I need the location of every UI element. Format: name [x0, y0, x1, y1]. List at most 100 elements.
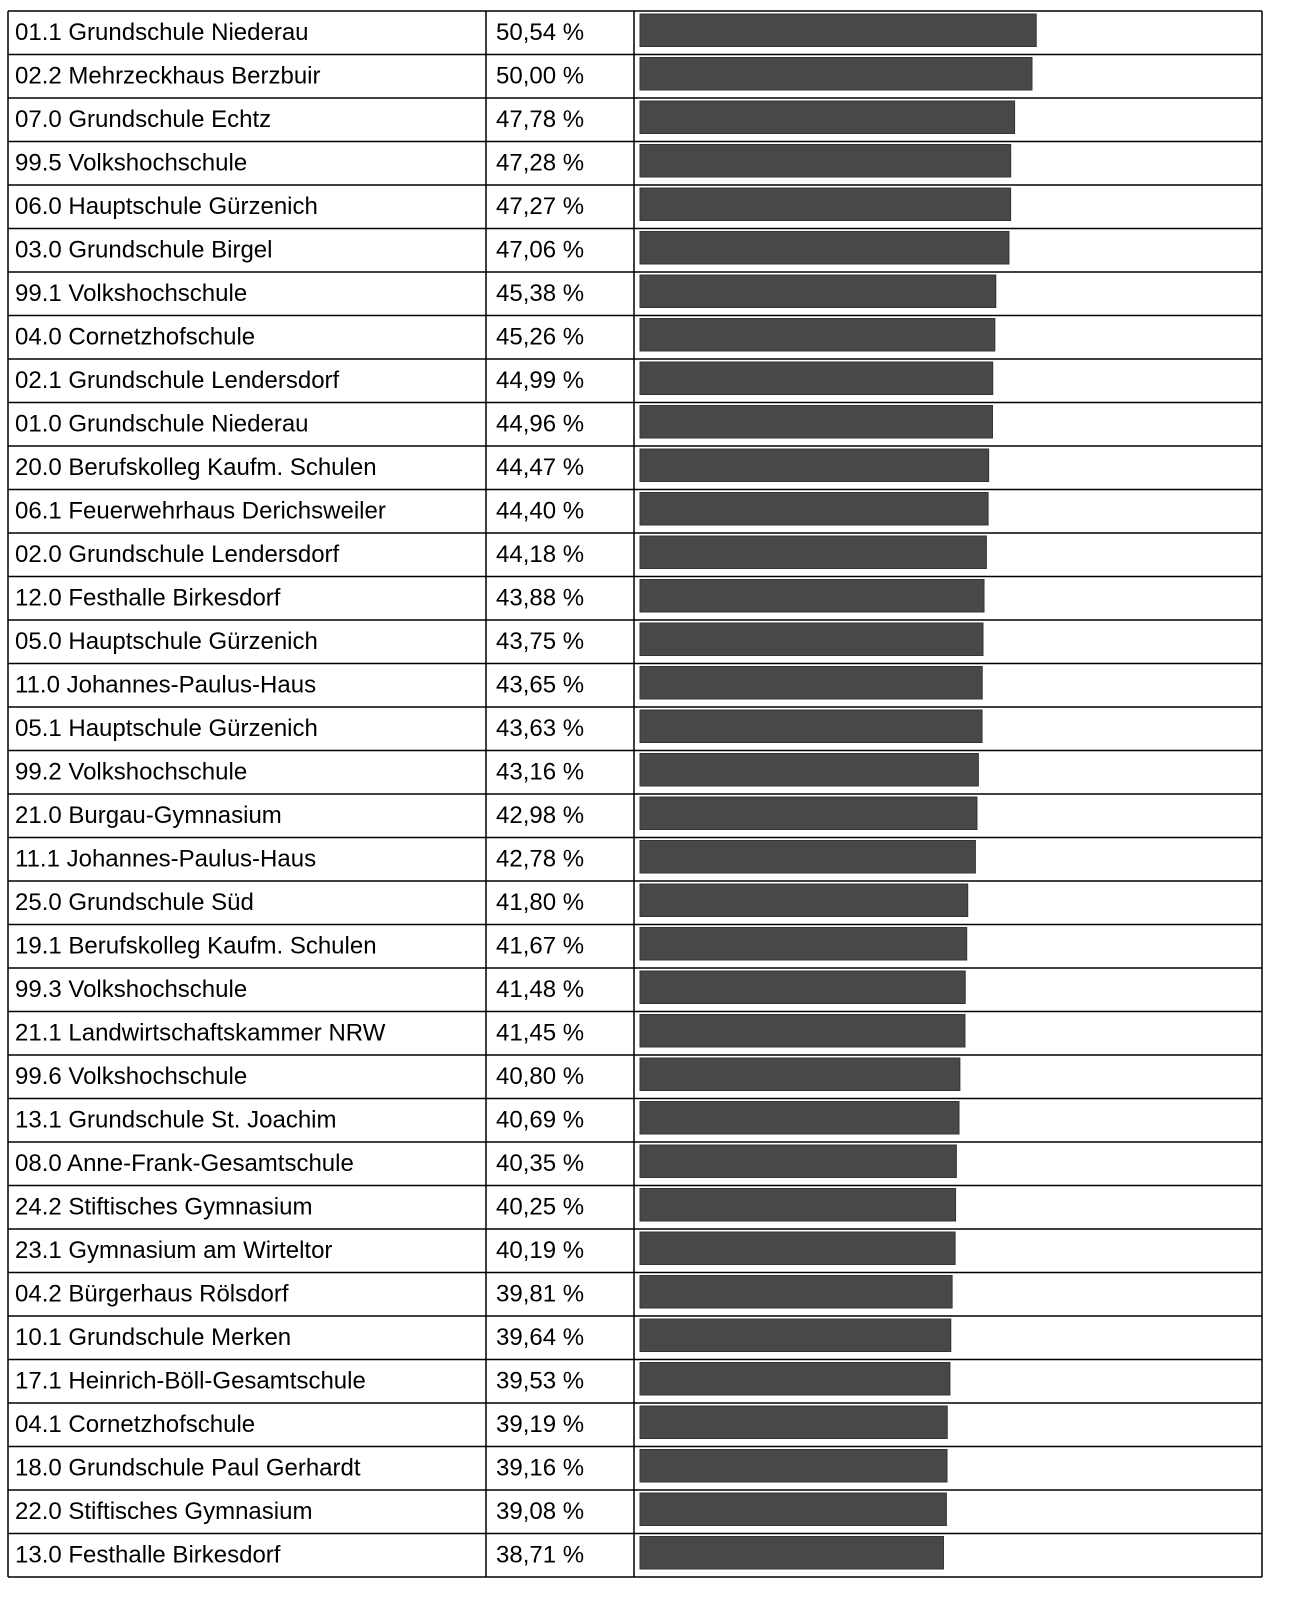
- row-label: 02.2 Mehrzeckhaus Berzbuir: [15, 63, 320, 90]
- row-label: 99.2 Volkshochschule: [15, 759, 247, 786]
- value-label: 39,53 %: [496, 1368, 584, 1395]
- row-label: 18.0 Grundschule Paul Gerhardt: [15, 1455, 361, 1482]
- row-label: 13.0 Festhalle Birkesdorf: [15, 1542, 281, 1569]
- row-label: 07.0 Grundschule Echtz: [15, 106, 271, 133]
- row-label: 19.1 Berufskolleg Kaufm. Schulen: [15, 933, 377, 960]
- row-label: 17.1 Heinrich-Böll-Gesamtschule: [15, 1368, 366, 1395]
- value-label: 44,96 %: [496, 411, 584, 438]
- value-label: 43,75 %: [496, 628, 584, 655]
- bar: [639, 1536, 944, 1570]
- value-label: 39,16 %: [496, 1455, 584, 1482]
- value-label: 41,48 %: [496, 976, 584, 1003]
- value-label: 47,78 %: [496, 106, 584, 133]
- value-label: 44,47 %: [496, 454, 584, 481]
- bar: [639, 187, 1012, 221]
- row-label: 13.1 Grundschule St. Joachim: [15, 1107, 337, 1134]
- bar: [639, 361, 994, 395]
- row-label: 25.0 Grundschule Süd: [15, 889, 254, 916]
- value-label: 42,78 %: [496, 846, 584, 873]
- row-label: 04.1 Cornetzhofschule: [15, 1411, 255, 1438]
- bar: [639, 448, 990, 482]
- value-label: 44,40 %: [496, 498, 584, 525]
- bar: [639, 231, 1010, 265]
- value-label: 39,08 %: [496, 1498, 584, 1525]
- value-label: 43,63 %: [496, 715, 584, 742]
- value-label: 50,54 %: [496, 19, 584, 46]
- bar: [639, 13, 1037, 47]
- value-label: 39,19 %: [496, 1411, 584, 1438]
- row-label: 01.0 Grundschule Niederau: [15, 411, 309, 438]
- row-label: 03.0 Grundschule Birgel: [15, 237, 272, 264]
- bar: [639, 492, 989, 526]
- row-label: 01.1 Grundschule Niederau: [15, 19, 309, 46]
- row-label: 21.0 Burgau-Gymnasium: [15, 802, 282, 829]
- value-label: 50,00 %: [496, 63, 584, 90]
- row-label: 02.1 Grundschule Lendersdorf: [15, 367, 340, 394]
- row-label: 11.1 Johannes-Paulus-Haus: [15, 846, 316, 873]
- row-label: 22.0 Stiftisches Gymnasium: [15, 1498, 312, 1525]
- row-label: 10.1 Grundschule Merken: [15, 1324, 291, 1351]
- value-label: 40,35 %: [496, 1150, 584, 1177]
- value-label: 41,45 %: [496, 1020, 584, 1047]
- bar: [639, 1275, 953, 1309]
- bar: [639, 883, 969, 917]
- bar: [639, 840, 976, 874]
- value-label: 47,27 %: [496, 193, 584, 220]
- bar: [639, 405, 993, 439]
- bar: [639, 535, 987, 569]
- value-label: 40,19 %: [496, 1237, 584, 1264]
- bar: [639, 1231, 956, 1265]
- bar: [639, 274, 997, 308]
- row-label: 24.2 Stiftisches Gymnasium: [15, 1194, 312, 1221]
- bar: [639, 753, 979, 787]
- value-label: 41,67 %: [496, 933, 584, 960]
- bar: [639, 970, 966, 1004]
- bar: [639, 1144, 957, 1178]
- row-label: 04.2 Bürgerhaus Rölsdorf: [15, 1281, 289, 1308]
- value-label: 43,65 %: [496, 672, 584, 699]
- value-label: 40,69 %: [496, 1107, 584, 1134]
- bar: [639, 622, 984, 656]
- value-label: 44,99 %: [496, 367, 584, 394]
- row-label: 99.1 Volkshochschule: [15, 280, 247, 307]
- value-label: 43,88 %: [496, 585, 584, 612]
- bar: [639, 1057, 961, 1091]
- bar: [639, 1362, 951, 1396]
- bar: [639, 666, 983, 700]
- bar: [639, 1318, 952, 1352]
- bar: [639, 709, 983, 743]
- bar: [639, 100, 1016, 134]
- bar: [639, 1101, 960, 1135]
- row-label: 99.5 Volkshochschule: [15, 150, 247, 177]
- bar: [639, 1405, 948, 1439]
- bar: [639, 1014, 966, 1048]
- row-label: 02.0 Grundschule Lendersdorf: [15, 541, 340, 568]
- row-label: 06.0 Hauptschule Gürzenich: [15, 193, 318, 220]
- value-label: 45,26 %: [496, 324, 584, 351]
- bar: [639, 1449, 948, 1483]
- value-label: 41,80 %: [496, 889, 584, 916]
- bar: [639, 1188, 957, 1222]
- bar: [639, 57, 1033, 91]
- row-label: 20.0 Berufskolleg Kaufm. Schulen: [15, 454, 377, 481]
- bar: [639, 927, 968, 961]
- row-label: 05.0 Hauptschule Gürzenich: [15, 628, 318, 655]
- value-label: 40,25 %: [496, 1194, 584, 1221]
- value-label: 38,71 %: [496, 1542, 584, 1569]
- value-label: 47,06 %: [496, 237, 584, 264]
- value-label: 40,80 %: [496, 1063, 584, 1090]
- value-label: 39,64 %: [496, 1324, 584, 1351]
- value-label: 42,98 %: [496, 802, 584, 829]
- value-label: 43,16 %: [496, 759, 584, 786]
- bar: [639, 144, 1012, 178]
- row-label: 23.1 Gymnasium am Wirteltor: [15, 1237, 332, 1264]
- row-label: 05.1 Hauptschule Gürzenich: [15, 715, 318, 742]
- row-label: 06.1 Feuerwehrhaus Derichsweiler: [15, 498, 386, 525]
- row-label: 12.0 Festhalle Birkesdorf: [15, 585, 281, 612]
- bar: [639, 318, 996, 352]
- bar: [639, 1492, 947, 1526]
- bar: [639, 579, 985, 613]
- value-label: 44,18 %: [496, 541, 584, 568]
- row-label: 08.0 Anne-Frank-Gesamtschule: [15, 1150, 354, 1177]
